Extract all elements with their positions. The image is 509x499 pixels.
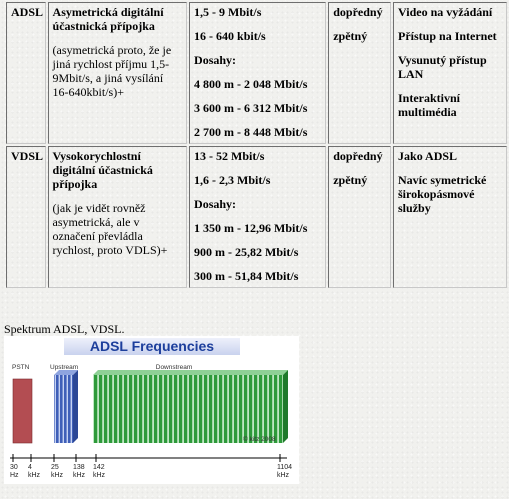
frequency-diagram: ADSL Frequencies PSTN Upstream Downstrea… xyxy=(4,336,299,484)
speed-line: 4 800 m - 2 048 Mbit/s xyxy=(194,77,308,91)
tick-value-label: 30 xyxy=(10,464,18,471)
band-label-upstream: Upstream xyxy=(50,364,78,371)
tick-value-label: 142 xyxy=(93,464,105,471)
service-item: Video na vyžádání xyxy=(398,5,493,19)
speed-line: 300 m - 51,84 Mbit/s xyxy=(194,269,299,283)
speeds-cell: 1,5 - 9 Mbit/s 16 - 640 kbit/s Dosahy: 4… xyxy=(189,2,327,144)
speed-line: 1 350 m - 12,96 Mbit/s xyxy=(194,221,308,235)
table-row-adsl: ADSL Asymetrická digitální účastnická př… xyxy=(6,2,507,144)
service-item: Přístup na Internet xyxy=(398,29,497,43)
tech-cell: ADSL xyxy=(6,2,46,144)
directions-cell: dopředný zpětný xyxy=(328,146,392,288)
speed-line: 1,6 - 2,3 Mbit/s xyxy=(194,173,271,187)
title-bar xyxy=(64,338,240,355)
tech-name-cell: Vysokorychlostní digitální účastnická př… xyxy=(47,146,188,288)
direction-line: dopředný xyxy=(333,149,383,163)
tech-cell: VDSL xyxy=(6,146,46,288)
band-label-downstream: Downstream xyxy=(156,364,192,371)
speed-line: 3 600 m - 6 312 Mbit/s xyxy=(194,101,308,115)
speed-line: 900 m - 25,82 Mbit/s xyxy=(194,245,299,259)
tech-name-cell: Asymetrická digitální účastnická přípojk… xyxy=(47,2,188,144)
services-cell: Jako ADSL Navíc symetrické širokopásmové… xyxy=(393,146,507,288)
tick-value-label: 1104 xyxy=(277,464,292,471)
tick-unit-label: Hz xyxy=(10,472,19,479)
service-item: Navíc symetrické širokopásmové služby xyxy=(398,173,487,215)
tech-full-name: Asymetrická digitální účastnická přípojk… xyxy=(52,5,164,33)
direction-line: dopředný xyxy=(333,5,383,19)
services-cell: Video na vyžádání Přístup na Internet Vy… xyxy=(393,2,507,144)
direction-line: zpětný xyxy=(333,173,368,187)
direction-line: zpětný xyxy=(333,29,368,43)
upstream-band xyxy=(54,370,78,443)
pstn-band xyxy=(12,378,33,444)
tick-unit-label: kHz xyxy=(51,472,64,479)
service-item: Vysunutý přístup LAN xyxy=(398,53,487,81)
tick-unit-label: kHz xyxy=(277,472,290,479)
range-heading: Dosahy: xyxy=(194,53,237,67)
adsl-frequency-figure: ADSL Frequencies PSTN Upstream Downstrea… xyxy=(4,336,299,484)
tech-full-name: Vysokorychlostní digitální účastnická př… xyxy=(52,149,153,191)
tick-value-label: 138 xyxy=(73,464,85,471)
directions-cell: dopředný zpětný xyxy=(328,2,392,144)
tech-note: (asymetrická proto, že je jiná rychlost … xyxy=(52,43,172,99)
spectrum-caption: Spektrum ADSL, VDSL. xyxy=(4,322,125,336)
speeds-cell: 13 - 52 Mbit/s 1,6 - 2,3 Mbit/s Dosahy: … xyxy=(189,146,327,288)
service-item: Jako ADSL xyxy=(398,149,458,163)
tick-unit-label: kHz xyxy=(28,472,41,479)
table-row-vdsl: VDSL Vysokorychlostní digitální účastnic… xyxy=(6,146,507,288)
speed-line: 1,5 - 9 Mbit/s xyxy=(194,5,262,19)
figure-title: ADSL Frequencies xyxy=(90,338,214,354)
tick-unit-label: kHz xyxy=(93,472,106,479)
tick-value-label: 25 xyxy=(51,464,59,471)
tick-value-label: 4 xyxy=(28,464,32,471)
tech-note: (jak je vidět rovněž asymetrická, ale v … xyxy=(52,201,168,257)
speed-line: 16 - 640 kbit/s xyxy=(194,29,266,43)
range-heading: Dosahy: xyxy=(194,197,237,211)
service-item: Interaktivní multimédia xyxy=(398,91,461,119)
speed-line: 13 - 52 Mbit/s xyxy=(194,149,265,163)
tick-unit-label: kHz xyxy=(73,472,86,479)
speed-line: 2 700 m - 8 448 Mbit/s xyxy=(194,125,308,139)
downstream-band xyxy=(93,370,288,443)
dsl-comparison-table: ADSL Asymetrická digitální účastnická př… xyxy=(4,0,509,290)
copyright-note: © kitz 2008 xyxy=(243,435,276,443)
band-label-pstn: PSTN xyxy=(12,364,30,371)
